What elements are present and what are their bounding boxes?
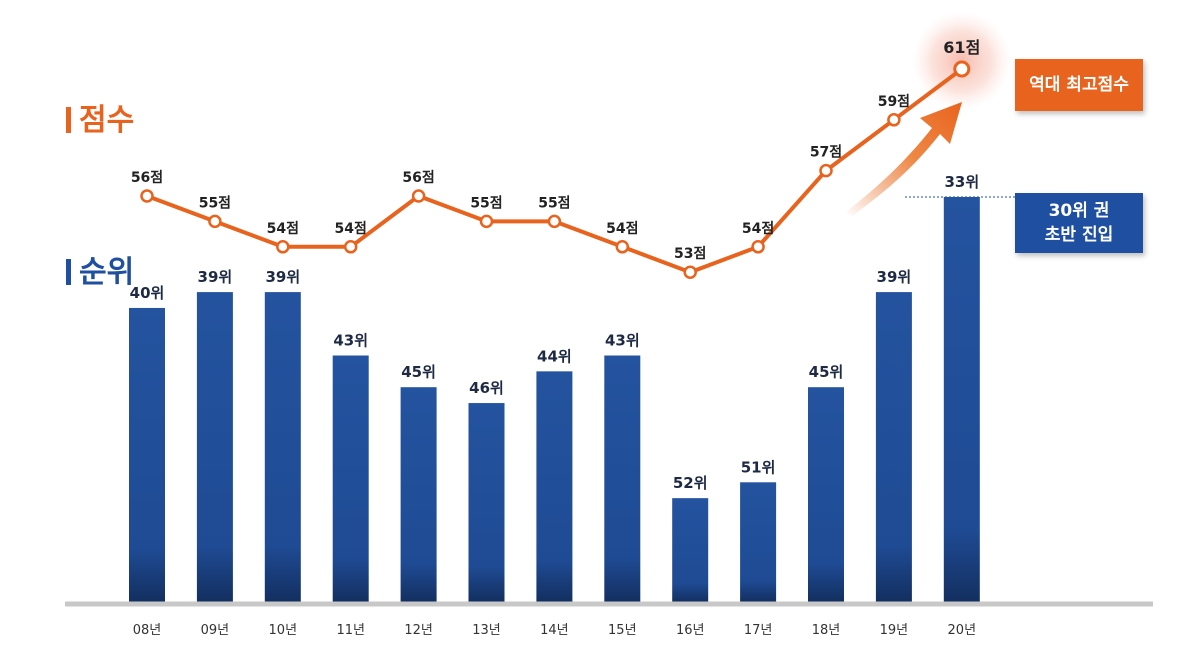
rank-value-label: 52위 — [673, 474, 708, 492]
rank-bar — [875, 292, 912, 602]
score-value-label: 54점 — [742, 220, 774, 237]
score-value-label: 54점 — [267, 220, 299, 237]
x-tick-label: 17년 — [744, 623, 773, 638]
x-tick-label: 10년 — [269, 623, 298, 638]
rank-value-label: 33위 — [944, 173, 979, 191]
x-tick-label: 14년 — [540, 623, 569, 638]
x-tick-label: 11년 — [336, 623, 365, 638]
x-tick-label: 12년 — [404, 623, 433, 638]
score-point — [953, 60, 971, 78]
score-point — [751, 240, 765, 254]
rank-bar — [264, 292, 301, 602]
score-point — [615, 240, 630, 254]
score-value-label: 54점 — [606, 220, 638, 237]
rank-value-label: 39위 — [265, 268, 300, 286]
x-tick-label: 16년 — [676, 623, 705, 638]
rank-value-label: 45위 — [401, 363, 436, 381]
score-label-marker — [66, 107, 71, 133]
rank-bar — [196, 292, 233, 602]
x-tick-label: 18년 — [812, 623, 841, 638]
rank-label-marker — [66, 259, 71, 285]
score-point — [547, 214, 562, 229]
rank-value-label: 39위 — [198, 268, 233, 286]
rank-value-label: 40위 — [130, 284, 165, 302]
score-line — [146, 67, 963, 275]
rank-callout-line1: 30위 권 — [1048, 201, 1110, 221]
rank-bar — [604, 355, 641, 602]
x-tick-label: 15년 — [608, 623, 637, 638]
score-value-label: 57점 — [810, 144, 842, 161]
rank-label-text: 순위 — [79, 255, 135, 290]
x-tick-label: 08년 — [133, 623, 162, 638]
x-tick-label: 20년 — [948, 623, 977, 638]
rank-bar — [332, 355, 369, 602]
score-point — [411, 189, 426, 203]
rank-value-label: 51위 — [741, 458, 776, 476]
rank-bar — [400, 387, 437, 602]
rank-value-label: 45위 — [809, 363, 844, 381]
score-value-label: 61점 — [943, 38, 980, 57]
rise-arrow-icon — [846, 102, 962, 216]
rank-callout: 30위 권 초반 진입 — [1015, 193, 1143, 253]
rank-bar — [672, 498, 709, 602]
x-tick-label: 13년 — [472, 623, 501, 638]
score-value-label: 55점 — [538, 194, 570, 211]
rank-bar — [129, 307, 165, 602]
rank-bar — [468, 403, 505, 602]
rank-section-label: 순위 — [66, 258, 134, 288]
score-value-label: 55점 — [199, 194, 231, 211]
rank-value-label: 43위 — [333, 332, 368, 350]
rank-bar — [536, 371, 573, 602]
rank-bar — [808, 387, 844, 602]
score-value-label: 59점 — [878, 93, 910, 110]
rank-bar — [943, 197, 980, 602]
rank-bar — [740, 482, 777, 602]
rank-callout-line2: 초반 진입 — [1044, 225, 1114, 245]
x-tick-label: 19년 — [880, 623, 909, 638]
score-value-label: 55점 — [470, 194, 502, 211]
score-value-label: 54점 — [335, 220, 367, 237]
rank-value-label: 39위 — [877, 268, 912, 286]
rank-value-label: 46위 — [469, 379, 504, 397]
score-value-label: 53점 — [674, 245, 706, 262]
score-value-label: 56점 — [402, 169, 434, 186]
score-point — [208, 214, 222, 229]
score-point — [479, 214, 494, 229]
score-point — [819, 163, 833, 178]
score-point — [343, 240, 358, 254]
best-score-callout: 역대 최고점수 — [1015, 59, 1143, 111]
rank-value-label: 43위 — [605, 332, 640, 350]
score-value-label: 56점 — [131, 169, 163, 186]
rank-value-label: 44위 — [537, 347, 572, 365]
score-point — [887, 113, 901, 127]
x-tick-label: 09년 — [201, 623, 230, 638]
score-point — [140, 189, 154, 203]
score-point — [276, 240, 290, 254]
score-label-text: 점수 — [79, 103, 135, 138]
score-section-label: 점수 — [66, 106, 134, 136]
score-point — [683, 265, 697, 279]
